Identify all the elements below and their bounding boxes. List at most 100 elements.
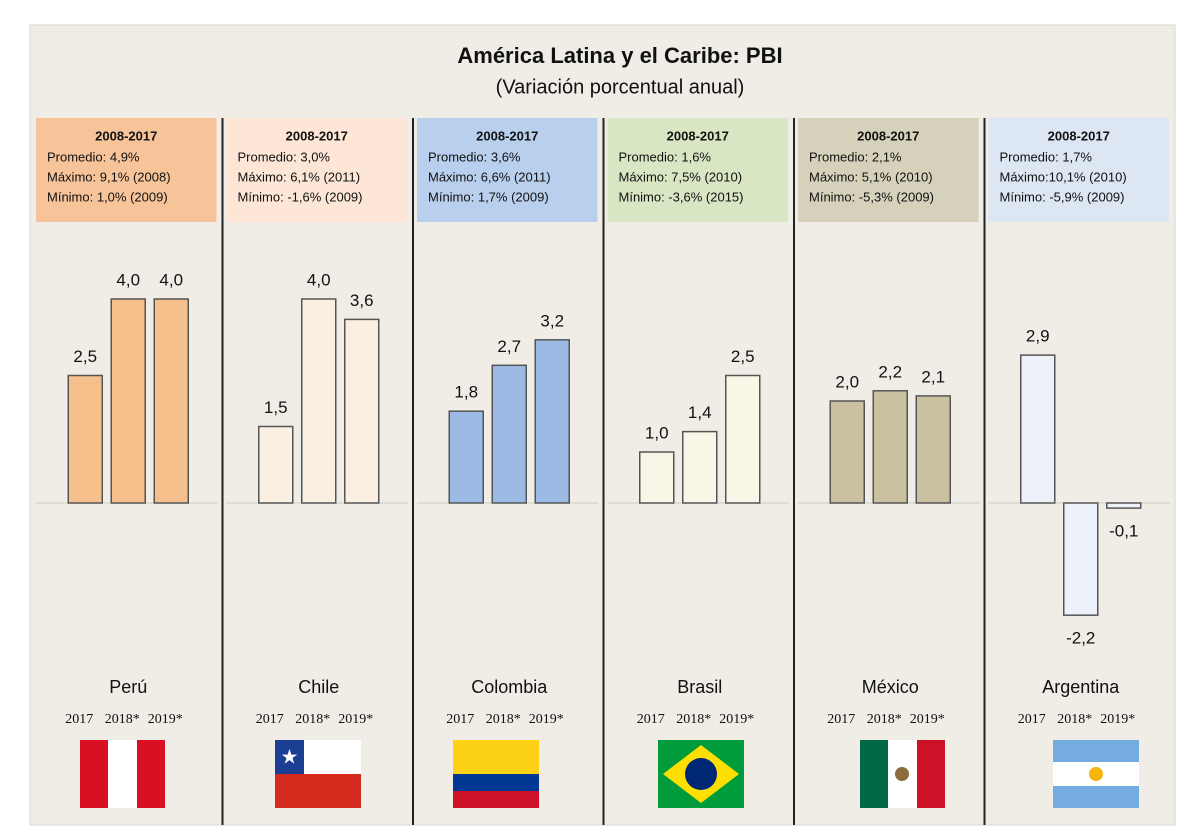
x-tick-label: 2017 — [65, 712, 93, 727]
bar — [448, 410, 484, 504]
bar — [301, 298, 337, 504]
panel-note: Promedio: 4,9% — [47, 149, 140, 164]
panel-note: Máximo: 7,5% (2010) — [619, 169, 743, 184]
bar — [67, 374, 103, 504]
flag-peru — [80, 740, 165, 808]
bar — [872, 390, 908, 504]
bar — [110, 298, 146, 504]
bar — [258, 425, 294, 504]
value-label: 3,6 — [350, 291, 374, 310]
bar — [1063, 502, 1099, 616]
value-label: 2,7 — [497, 337, 521, 356]
x-tick-label: 2019* — [338, 712, 373, 727]
flag-brasil — [658, 740, 744, 808]
bar — [344, 318, 380, 504]
panel-header-box — [417, 118, 598, 222]
bar — [491, 364, 527, 504]
bar — [1106, 502, 1142, 509]
panel-header: 2008-2017 — [286, 128, 348, 143]
svg-text:★: ★ — [281, 746, 299, 768]
panel-header-box — [607, 118, 788, 222]
value-label: 3,2 — [540, 311, 564, 330]
panel-header-box — [988, 118, 1169, 222]
panel-note: Mínimo: -5,3% (2009) — [809, 189, 934, 204]
bar — [829, 400, 865, 504]
chart-subtitle: (Variación porcentual anual) — [496, 76, 745, 98]
x-tick-label: 2017 — [256, 712, 284, 727]
value-label: -2,2 — [1066, 629, 1095, 648]
x-tick-label: 2018* — [105, 712, 140, 727]
panel-note: Máximo: 5,1% (2010) — [809, 169, 933, 184]
x-tick-label: 2017 — [827, 712, 855, 727]
panel-note: Mínimo: 1,7% (2009) — [428, 189, 549, 204]
value-label: 2,5 — [731, 347, 755, 366]
flag-colombia — [453, 740, 539, 808]
chart-title: América Latina y el Caribe: PBI — [457, 43, 782, 68]
value-label: 2,2 — [878, 362, 902, 381]
panel-note: Promedio: 1,6% — [619, 149, 712, 164]
panel-header: 2008-2017 — [667, 128, 729, 143]
panel-note: Mínimo: -3,6% (2015) — [619, 189, 744, 204]
panel-note: Promedio: 1,7% — [1000, 149, 1093, 164]
panel-note: Mínimo: 1,0% (2009) — [47, 189, 168, 204]
value-label: 4,0 — [159, 270, 183, 289]
x-tick-label: 2018* — [867, 712, 902, 727]
panel-note: Promedio: 2,1% — [809, 149, 902, 164]
panel-note: Máximo:10,1% (2010) — [1000, 169, 1127, 184]
flag-chile: ★ — [275, 740, 361, 808]
panel-header-box — [226, 118, 407, 222]
bar — [725, 374, 761, 504]
x-tick-label: 2018* — [1057, 712, 1092, 727]
x-tick-label: 2019* — [1100, 712, 1135, 727]
bar — [915, 395, 951, 504]
panel-title: México — [862, 677, 919, 697]
value-label: 1,4 — [688, 403, 712, 422]
value-label: 4,0 — [116, 270, 140, 289]
panel-note: Mínimo: -5,9% (2009) — [1000, 189, 1125, 204]
panel-header-box — [36, 118, 217, 222]
panel-header-box — [798, 118, 979, 222]
value-label: -0,1 — [1109, 522, 1138, 541]
panel-note: Mínimo: -1,6% (2009) — [238, 189, 363, 204]
panel-note: Promedio: 3,0% — [238, 149, 331, 164]
bar — [1020, 354, 1056, 504]
value-label: 2,5 — [73, 347, 97, 366]
value-label: 4,0 — [307, 270, 331, 289]
value-label: 1,5 — [264, 398, 288, 417]
panel-header: 2008-2017 — [857, 128, 919, 143]
x-tick-label: 2019* — [148, 712, 183, 727]
panel-title: Brasil — [677, 677, 722, 697]
value-label: 2,1 — [921, 367, 945, 386]
panel-header: 2008-2017 — [1048, 128, 1110, 143]
flag-mexico — [860, 740, 945, 808]
bar — [682, 430, 718, 504]
panel-header: 2008-2017 — [95, 128, 157, 143]
x-tick-label: 2019* — [529, 712, 564, 727]
x-tick-label: 2018* — [676, 712, 711, 727]
x-tick-label: 2017 — [637, 712, 665, 727]
flag-argentina — [1053, 740, 1139, 808]
x-tick-label: 2018* — [486, 712, 521, 727]
panel-title: Perú — [109, 677, 147, 697]
panel-note: Máximo: 6,1% (2011) — [238, 169, 361, 184]
value-label: 2,9 — [1026, 327, 1050, 346]
value-label: 1,0 — [645, 423, 669, 442]
panel-note: Máximo: 9,1% (2008) — [47, 169, 171, 184]
panel-header: 2008-2017 — [476, 128, 538, 143]
x-tick-label: 2017 — [1018, 712, 1046, 727]
flags: ★ — [80, 740, 1139, 808]
x-tick-label: 2017 — [446, 712, 474, 727]
x-tick-label: 2018* — [295, 712, 330, 727]
value-label: 1,8 — [454, 383, 478, 402]
bar — [153, 298, 189, 504]
panel-title: Colombia — [471, 677, 548, 697]
value-label: 2,0 — [835, 372, 859, 391]
bar — [534, 339, 570, 504]
bar — [639, 451, 675, 504]
panel-note: Promedio: 3,6% — [428, 149, 521, 164]
x-tick-label: 2019* — [719, 712, 754, 727]
x-tick-label: 2019* — [910, 712, 945, 727]
panel-note: Máximo: 6,6% (2011) — [428, 169, 551, 184]
panel-title: Chile — [298, 677, 339, 697]
